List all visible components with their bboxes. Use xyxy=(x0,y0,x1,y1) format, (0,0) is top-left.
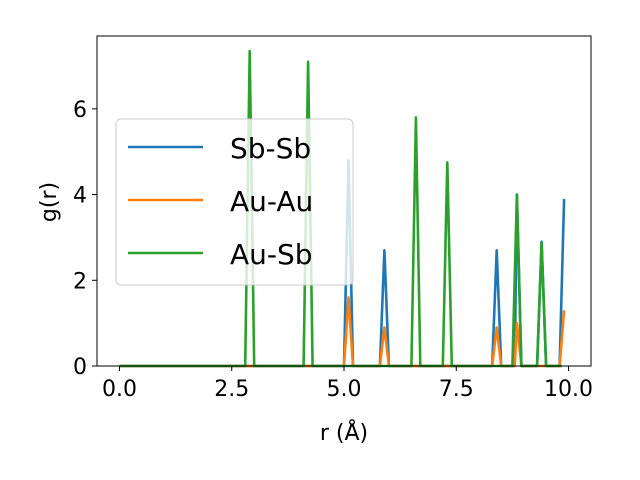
y-axis-title: g(r) xyxy=(37,182,62,222)
legend-label-sb-sb: Sb-Sb xyxy=(230,132,311,165)
y-axis-ticks: 0 2 4 6 xyxy=(73,98,97,380)
legend-box xyxy=(115,118,354,286)
x-tick-label: 10.0 xyxy=(544,377,593,402)
x-tick-label: 2.5 xyxy=(214,377,249,402)
y-tick-label: 4 xyxy=(73,184,87,209)
x-tick-label: 5.0 xyxy=(327,377,362,402)
legend-label-au-au: Au-Au xyxy=(230,185,313,218)
plot-area xyxy=(96,35,592,368)
x-axis-ticks: 0.0 2.5 5.0 7.5 10.0 xyxy=(102,366,593,402)
x-axis-title: r (Å) xyxy=(320,419,368,446)
x-tick-label: 7.5 xyxy=(439,377,474,402)
y-tick-label: 2 xyxy=(73,269,87,294)
legend: Sb-Sb Au-Au Au-Sb xyxy=(115,118,354,286)
y-tick-label: 6 xyxy=(73,98,87,123)
x-tick-label: 0.0 xyxy=(102,377,137,402)
legend-label-au-sb: Au-Sb xyxy=(230,238,313,271)
y-tick-label: 0 xyxy=(73,355,87,380)
